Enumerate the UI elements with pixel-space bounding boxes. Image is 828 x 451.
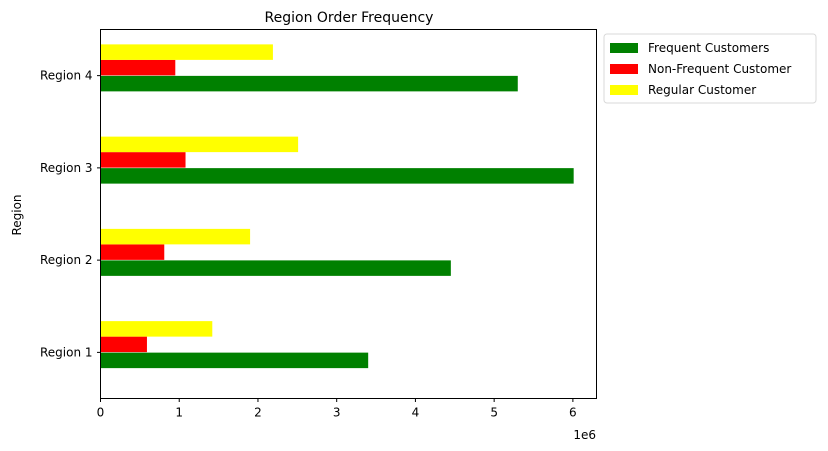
bar-non-frequent-customer-region-2 [100,244,165,260]
y-tick-label: Region 4 [40,69,93,83]
x-tick-label: 2 [254,406,262,420]
y-tick-label: Region 3 [40,161,93,175]
bar-regular-customer-region-4 [100,44,273,60]
bars-layer [100,44,574,369]
bar-non-frequent-customer-region-1 [100,336,147,353]
ticks-layer: Region 1 Region 2 Region 3 Region 4 0 1 2 3 4 5 6 [40,69,577,420]
plot-frame [100,29,597,399]
bar-regular-customer-region-2 [100,228,251,245]
y-axis-label: Region [10,194,24,235]
legend-swatch [610,64,638,74]
legend-swatch [610,43,638,53]
legend-frame [603,33,817,104]
x-axis-offset-label: 1e6 [573,428,596,442]
legend-label: Frequent Customers [648,41,769,55]
x-tick-label: 6 [569,406,577,420]
bar-frequent-customers-region-4 [100,75,518,92]
bar-frequent-customers-region-3 [100,168,574,184]
legend-label: Regular Customer [648,83,756,97]
bar-frequent-customers-region-2 [100,260,451,276]
bar-non-frequent-customer-region-4 [100,59,176,76]
bar-non-frequent-customer-region-3 [100,152,186,168]
legend-label: Non-Frequent Customer [648,62,791,76]
legend-swatch [610,85,638,95]
x-tick-label: 3 [333,406,341,420]
x-tick-label: 5 [490,406,498,420]
legend: Frequent Customers Non-Frequent Customer R… [603,33,817,104]
x-tick-label: 1 [175,406,183,420]
y-tick-label: Region 1 [40,345,93,359]
chart-title: Region Order Frequency [265,10,434,26]
x-tick-label: 0 [97,406,105,420]
x-tick-label: 4 [412,406,420,420]
y-tick-label: Region 2 [40,253,93,267]
bar-regular-customer-region-3 [100,136,299,153]
bar-regular-customer-region-1 [100,321,213,337]
bar-frequent-customers-region-1 [100,352,369,369]
